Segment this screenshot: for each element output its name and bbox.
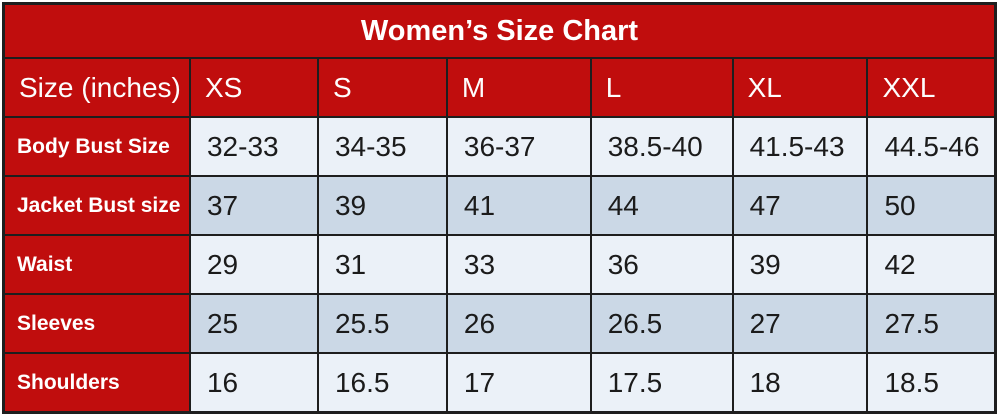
cell-sleeves-xl: 27	[731, 293, 869, 354]
title-row: Women’s Size Chart	[2, 2, 997, 59]
chart-title: Women’s Size Chart	[2, 2, 997, 59]
cell-jacket-bust-xs: 37	[188, 175, 319, 236]
table-row-jacket-bust: Jacket Bust size 37 39 41 44 47 50	[2, 175, 997, 236]
row-label-body-bust: Body Bust Size	[2, 116, 191, 177]
table-row-sleeves: Sleeves 25 25.5 26 26.5 27 27.5	[2, 293, 997, 354]
cell-shoulders-xl: 18	[731, 352, 869, 414]
header-cell-size-inches: Size (inches)	[2, 57, 191, 118]
cell-jacket-bust-xl: 47	[731, 175, 869, 236]
row-label-jacket-bust: Jacket Bust size	[2, 175, 191, 236]
cell-jacket-bust-xxl: 50	[866, 175, 997, 236]
cell-body-bust-xxl: 44.5-46	[866, 116, 997, 177]
table-row-shoulders: Shoulders 16 16.5 17 17.5 18 18.5	[2, 352, 997, 414]
header-cell-xl: XL	[731, 57, 869, 118]
cell-sleeves-l: 26.5	[589, 293, 734, 354]
cell-jacket-bust-m: 41	[445, 175, 592, 236]
row-label-shoulders: Shoulders	[2, 352, 191, 414]
cell-waist-xxl: 42	[866, 234, 997, 295]
cell-shoulders-xxl: 18.5	[866, 352, 997, 414]
cell-jacket-bust-l: 44	[589, 175, 734, 236]
cell-waist-xl: 39	[731, 234, 869, 295]
header-cell-xxl: XXL	[866, 57, 997, 118]
cell-jacket-bust-s: 39	[316, 175, 448, 236]
row-label-waist: Waist	[2, 234, 191, 295]
cell-sleeves-s: 25.5	[316, 293, 448, 354]
table-row-waist: Waist 29 31 33 36 39 42	[2, 234, 997, 295]
cell-sleeves-xs: 25	[188, 293, 319, 354]
header-cell-l: L	[589, 57, 734, 118]
cell-waist-s: 31	[316, 234, 448, 295]
header-cell-xs: XS	[188, 57, 319, 118]
table-row-body-bust: Body Bust Size 32-33 34-35 36-37 38.5-40…	[2, 116, 997, 177]
header-row: Size (inches) XS S M L XL XXL	[2, 57, 997, 118]
cell-sleeves-xxl: 27.5	[866, 293, 997, 354]
header-cell-s: S	[316, 57, 448, 118]
row-label-sleeves: Sleeves	[2, 293, 191, 354]
cell-shoulders-l: 17.5	[589, 352, 734, 414]
cell-body-bust-s: 34-35	[316, 116, 448, 177]
cell-body-bust-m: 36-37	[445, 116, 592, 177]
cell-shoulders-xs: 16	[188, 352, 319, 414]
cell-body-bust-l: 38.5-40	[589, 116, 734, 177]
cell-body-bust-xl: 41.5-43	[731, 116, 869, 177]
cell-sleeves-m: 26	[445, 293, 592, 354]
header-cell-m: M	[445, 57, 592, 118]
cell-waist-xs: 29	[188, 234, 319, 295]
cell-waist-l: 36	[589, 234, 734, 295]
cell-shoulders-s: 16.5	[316, 352, 448, 414]
cell-shoulders-m: 17	[445, 352, 592, 414]
cell-waist-m: 33	[445, 234, 592, 295]
cell-body-bust-xs: 32-33	[188, 116, 319, 177]
